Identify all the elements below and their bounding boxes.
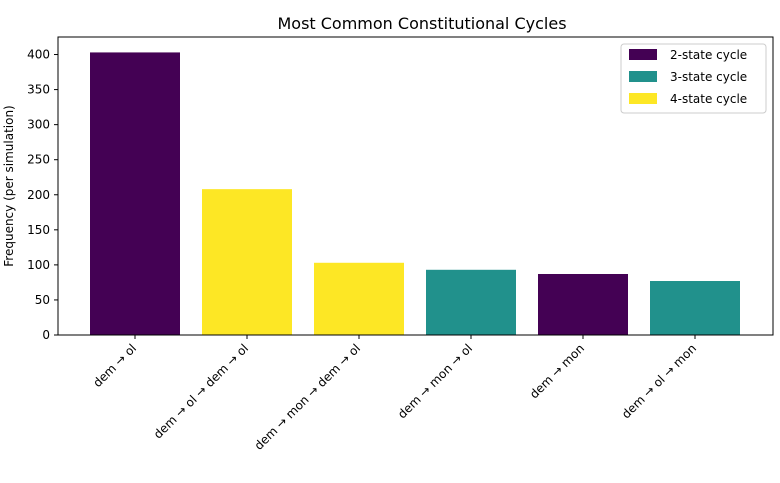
legend-swatch bbox=[629, 71, 657, 82]
bar bbox=[90, 52, 180, 336]
y-axis: 0 50 100 150 200 250 300 350 400 bbox=[27, 48, 58, 342]
legend-label: 4-state cycle bbox=[670, 92, 747, 106]
y-tick-label: 150 bbox=[27, 223, 50, 237]
legend-label: 2-state cycle bbox=[670, 48, 747, 62]
legend-frame bbox=[620, 43, 767, 114]
y-tick-label: 250 bbox=[27, 153, 50, 167]
bar bbox=[650, 281, 740, 335]
y-axis-label: Frequency (per simulation) bbox=[2, 105, 16, 266]
legend-label: 3-state cycle bbox=[670, 70, 747, 84]
y-tick-label: 400 bbox=[27, 48, 50, 62]
y-tick-label: 0 bbox=[42, 328, 50, 342]
bar bbox=[314, 262, 404, 335]
bar bbox=[538, 273, 628, 335]
bar bbox=[202, 189, 292, 335]
bar bbox=[426, 269, 516, 335]
legend-swatch bbox=[629, 93, 657, 104]
legend-swatch bbox=[629, 49, 657, 60]
chart-title: Most Common Constitutional Cycles bbox=[277, 14, 566, 33]
plot-frame bbox=[57, 36, 774, 336]
y-tick-label: 300 bbox=[27, 118, 50, 132]
y-tick-label: 350 bbox=[27, 83, 50, 97]
legend: 2-state cycle 3-state cycle 4-state cycle bbox=[620, 43, 767, 114]
y-tick-label: 200 bbox=[27, 188, 50, 202]
y-tick-label: 50 bbox=[35, 293, 50, 307]
bars-layer bbox=[90, 52, 740, 336]
y-tick-label: 100 bbox=[27, 258, 50, 272]
